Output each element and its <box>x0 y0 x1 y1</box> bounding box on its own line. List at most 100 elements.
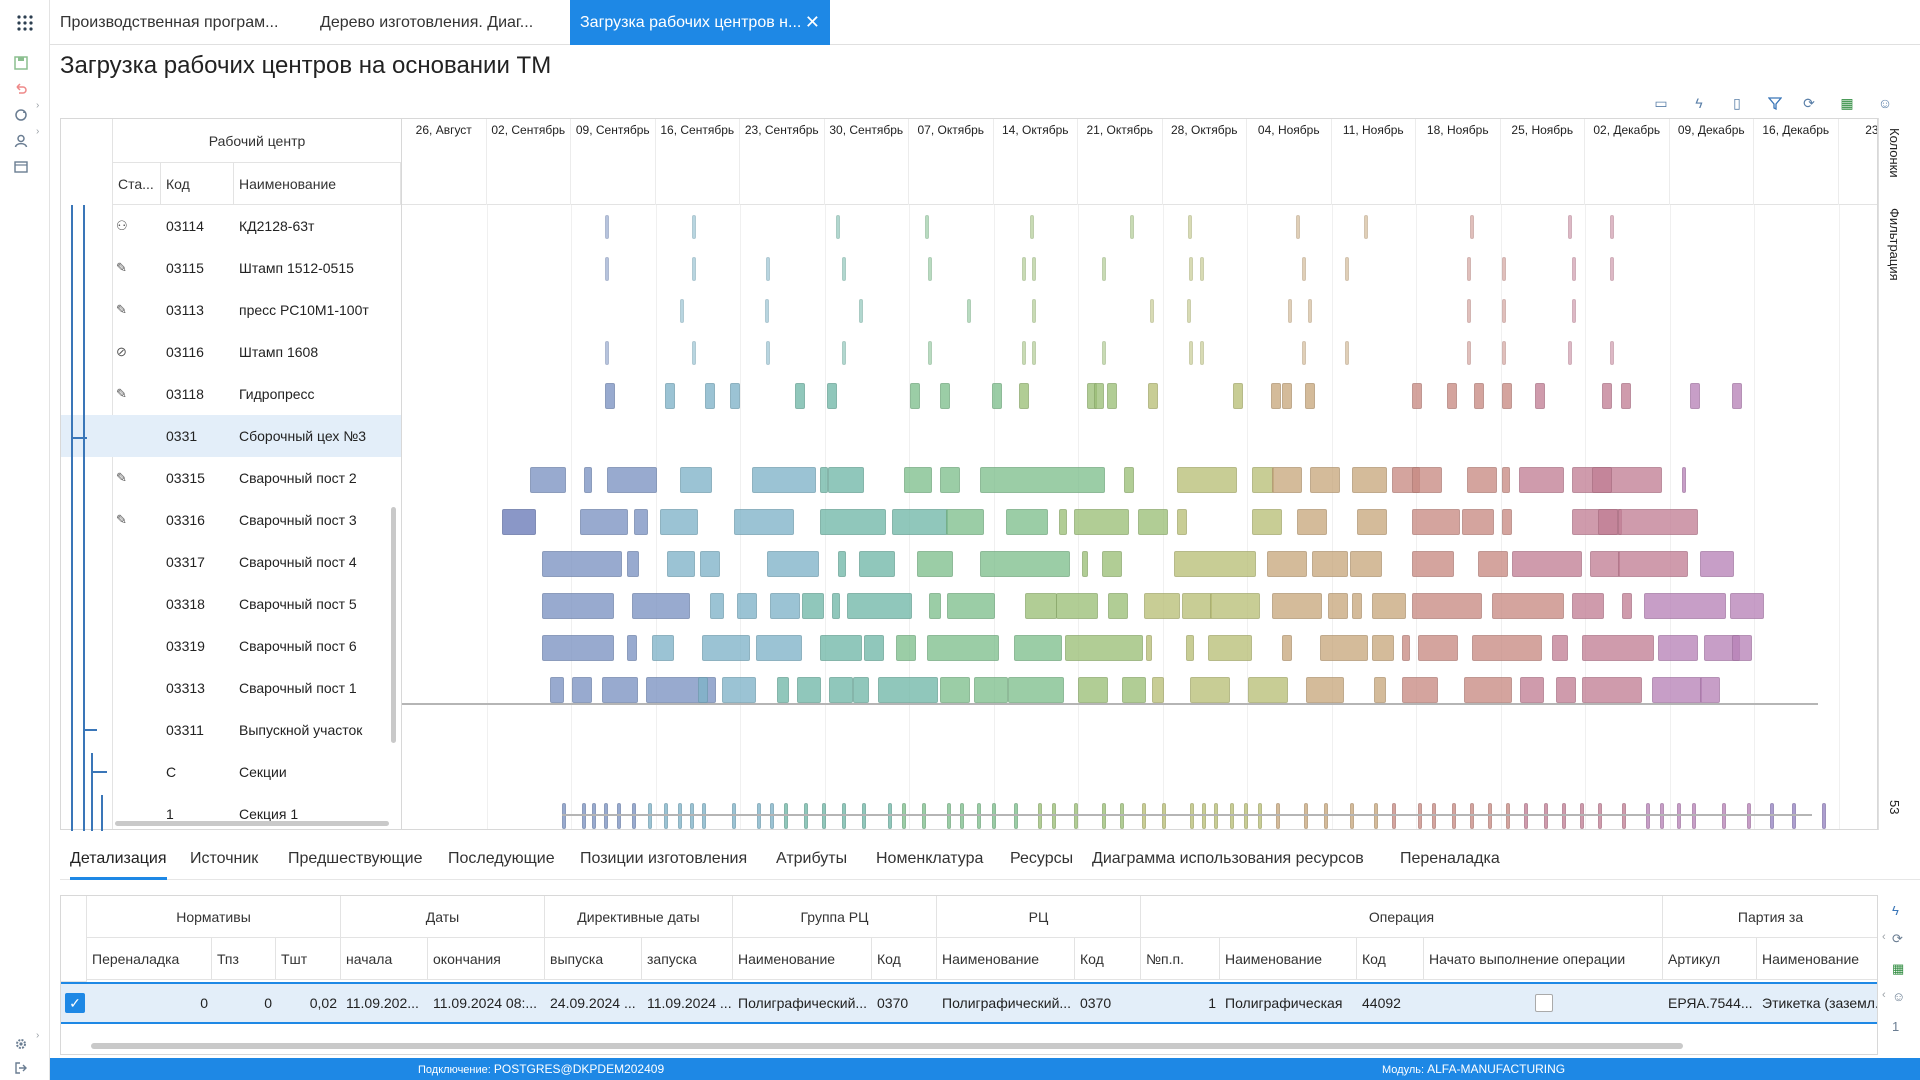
gantt-bar[interactable] <box>1190 677 1230 703</box>
table-row[interactable]: 03313 Сварочный пост 1 <box>61 667 401 709</box>
gantt-bar[interactable] <box>617 803 621 829</box>
gantt-bar[interactable] <box>1357 509 1387 535</box>
gantt-bar[interactable] <box>667 551 695 577</box>
gantt-bar[interactable] <box>1652 677 1702 703</box>
gantt-bar[interactable] <box>828 467 864 493</box>
save-icon[interactable] <box>10 52 32 74</box>
gantt-bar[interactable] <box>1412 593 1482 619</box>
gantt-bar[interactable] <box>1008 677 1064 703</box>
gantt-bar[interactable] <box>1065 635 1143 661</box>
gantt-bar[interactable] <box>992 383 1002 409</box>
gantt-bar[interactable] <box>1447 383 1457 409</box>
gantt-bar[interactable] <box>917 551 953 577</box>
column-header[interactable]: Начато выполнение операции <box>1424 938 1663 980</box>
gantt-bar[interactable] <box>1248 677 1288 703</box>
gantt-bar[interactable] <box>765 299 769 323</box>
gantt-bar[interactable] <box>1208 635 1252 661</box>
column-header[interactable]: запуска <box>642 938 733 980</box>
gantt-bar[interactable] <box>1130 215 1134 239</box>
gantt-bar[interactable] <box>1692 803 1696 829</box>
gantt-bar[interactable] <box>896 635 916 661</box>
gantt-bar[interactable] <box>627 551 639 577</box>
table-row[interactable]: ✎ 03315 Сварочный пост 2 <box>61 457 401 499</box>
lightning-icon[interactable]: ϟ <box>1892 903 1899 918</box>
gantt-bar[interactable] <box>1535 383 1545 409</box>
gantt-bar[interactable] <box>1770 803 1774 829</box>
gantt-bar[interactable] <box>1700 677 1720 703</box>
gantt-bar[interactable] <box>660 509 698 535</box>
gantt-bar[interactable] <box>1022 341 1026 365</box>
gantt-bar[interactable] <box>1188 215 1192 239</box>
gantt-bar[interactable] <box>929 593 941 619</box>
gantt-bar[interactable] <box>700 551 720 577</box>
gantt-bar[interactable] <box>1189 341 1193 365</box>
gantt-bar[interactable] <box>842 803 846 829</box>
gantt-bar[interactable] <box>1267 551 1307 577</box>
gantt-bar[interactable] <box>530 467 566 493</box>
gantt-bar[interactable] <box>692 215 696 239</box>
gantt-bar[interactable] <box>804 803 808 829</box>
gantt-bar[interactable] <box>1182 593 1212 619</box>
detail-tab[interactable]: Детализация <box>70 838 167 880</box>
gantt-bar[interactable] <box>1462 509 1494 535</box>
gantt-bar[interactable] <box>928 341 932 365</box>
gantt-bar[interactable] <box>1014 635 1062 661</box>
table-row[interactable]: 03319 Сварочный пост 6 <box>61 625 401 667</box>
gantt-bar[interactable] <box>829 677 853 703</box>
gantt-bar[interactable] <box>1658 635 1698 661</box>
table-row[interactable]: ⊘ 03116 Штамп 1608 <box>61 331 401 373</box>
gantt-bar[interactable] <box>1478 551 1508 577</box>
gantt-bar[interactable] <box>1568 341 1572 365</box>
gantt-bar[interactable] <box>1502 341 1506 365</box>
gantt-bar[interactable] <box>702 803 706 829</box>
gantt-bar[interactable] <box>692 341 696 365</box>
gantt-bar[interactable] <box>1580 803 1584 829</box>
gantt-bar[interactable] <box>1502 299 1506 323</box>
table-row[interactable]: С Секции <box>61 751 401 793</box>
column-header[interactable]: Код <box>872 938 937 980</box>
gantt-bar[interactable] <box>1006 509 1048 535</box>
gantt-bar[interactable] <box>584 467 592 493</box>
gantt-bar[interactable] <box>732 803 736 829</box>
chevron-left-icon[interactable]: ‹ <box>1882 989 1886 1001</box>
gantt-bar[interactable] <box>1244 803 1248 829</box>
gantt-bar[interactable] <box>1190 803 1194 829</box>
detail-tab[interactable]: Последующие <box>448 850 555 867</box>
gantt-bar[interactable] <box>1310 467 1340 493</box>
table-row[interactable]: ⚇ 03114 КД2128-63т <box>61 205 401 247</box>
gantt-bar[interactable] <box>752 467 816 493</box>
gantt-bar[interactable] <box>1618 509 1698 535</box>
gantt-bar[interactable] <box>1524 803 1528 829</box>
gantt-bar[interactable] <box>702 635 750 661</box>
gantt-bar[interactable] <box>1025 593 1057 619</box>
gantt-bar[interactable] <box>940 677 970 703</box>
gantt-bar[interactable] <box>1102 257 1106 281</box>
column-header[interactable]: Код <box>1075 938 1141 980</box>
gantt-bar[interactable] <box>1352 593 1362 619</box>
table-row[interactable]: ✎ 03316 Сварочный пост 3 <box>61 499 401 541</box>
table-row[interactable]: ✓ 0 0 0,02 11.09.202... 11.09.2024 08:... 24.… <box>61 982 1877 1024</box>
table-row[interactable]: ✎ 03118 Гидропресс <box>61 373 401 415</box>
gantt-bar[interactable] <box>902 803 906 829</box>
row-checkbox[interactable]: ✓ <box>65 993 85 1013</box>
apps-grid-icon[interactable] <box>0 0 50 45</box>
gantt-bar[interactable] <box>904 467 932 493</box>
excel-icon[interactable]: ▦ <box>1892 961 1905 976</box>
refresh-icon[interactable]: ⟳ <box>1803 94 1815 111</box>
gantt-bar[interactable] <box>784 803 788 829</box>
gantt-bar[interactable] <box>1412 467 1442 493</box>
gantt-bar[interactable] <box>1506 803 1510 829</box>
gantt-bar[interactable] <box>634 509 648 535</box>
gantt-bar[interactable] <box>580 509 628 535</box>
user-icon[interactable] <box>10 130 32 152</box>
gantt-bar[interactable] <box>832 593 840 619</box>
gantt-bar[interactable] <box>1582 635 1654 661</box>
detail-tab[interactable]: Предшествующие <box>288 850 423 867</box>
gantt-bar[interactable] <box>1467 467 1497 493</box>
detail-tab[interactable]: Ресурсы <box>1010 850 1074 867</box>
gantt-bar[interactable] <box>607 467 657 493</box>
gantt-bar[interactable] <box>1138 509 1168 535</box>
gantt-bar[interactable] <box>940 467 960 493</box>
refresh-icon[interactable] <box>10 104 32 126</box>
gantt-bar[interactable] <box>1032 341 1036 365</box>
